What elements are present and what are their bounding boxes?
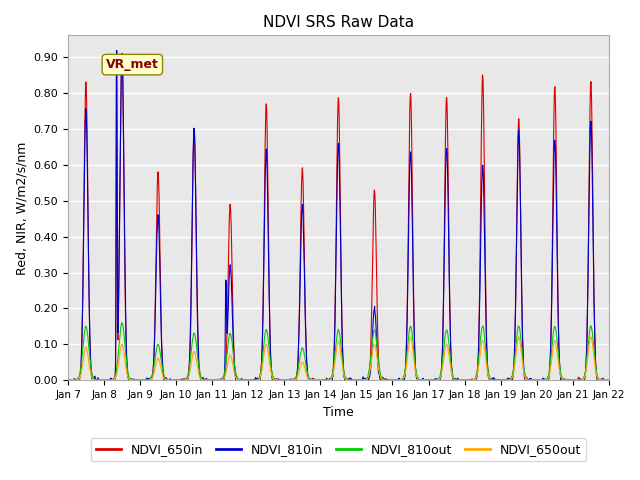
NDVI_810in (95, 377, 103, 383)
NDVI_810out (433, 377, 441, 383)
NDVI_650out (433, 377, 441, 383)
Line: NDVI_650in: NDVI_650in (68, 53, 609, 380)
NDVI_810out (64, 377, 72, 383)
NDVI_650out (287, 377, 295, 383)
NDVI_810in (180, 377, 188, 383)
NDVI_810out (605, 377, 612, 383)
NDVI_810out (288, 377, 296, 383)
NDVI_650out (95, 377, 103, 383)
NDVI_650in (64, 377, 72, 383)
Y-axis label: Red, NIR, W/m2/s/nm: Red, NIR, W/m2/s/nm (15, 141, 28, 275)
NDVI_650in (180, 377, 188, 383)
NDVI_810in (267, 352, 275, 358)
Legend: NDVI_650in, NDVI_810in, NDVI_810out, NDVI_650out: NDVI_650in, NDVI_810in, NDVI_810out, NDV… (91, 438, 586, 461)
NDVI_650out (266, 365, 274, 371)
NDVI_810in (113, 48, 120, 53)
NDVI_650out (64, 377, 72, 383)
NDVI_810in (64, 377, 72, 383)
Text: VR_met: VR_met (106, 58, 159, 71)
Line: NDVI_810in: NDVI_810in (68, 50, 609, 380)
NDVI_650in (433, 377, 441, 383)
NDVI_650in (285, 377, 292, 383)
NDVI_810out (118, 320, 125, 325)
NDVI_810in (605, 377, 612, 383)
NDVI_650in (288, 377, 296, 383)
Title: NDVI SRS Raw Data: NDVI SRS Raw Data (263, 15, 414, 30)
NDVI_650in (95, 377, 103, 383)
Line: NDVI_650out: NDVI_650out (68, 337, 609, 380)
X-axis label: Time: Time (323, 406, 354, 419)
NDVI_650in (267, 353, 275, 359)
NDVI_810out (95, 377, 103, 383)
NDVI_810out (285, 377, 292, 383)
NDVI_650out (285, 377, 292, 383)
NDVI_810in (285, 377, 292, 383)
Line: NDVI_810out: NDVI_810out (68, 323, 609, 380)
NDVI_810in (433, 377, 441, 383)
NDVI_650out (180, 377, 188, 383)
NDVI_810out (267, 360, 275, 366)
NDVI_650out (605, 377, 612, 383)
NDVI_650in (118, 50, 126, 56)
NDVI_810out (180, 377, 188, 383)
NDVI_650out (587, 334, 595, 340)
NDVI_810in (288, 377, 296, 383)
NDVI_650in (605, 377, 612, 383)
